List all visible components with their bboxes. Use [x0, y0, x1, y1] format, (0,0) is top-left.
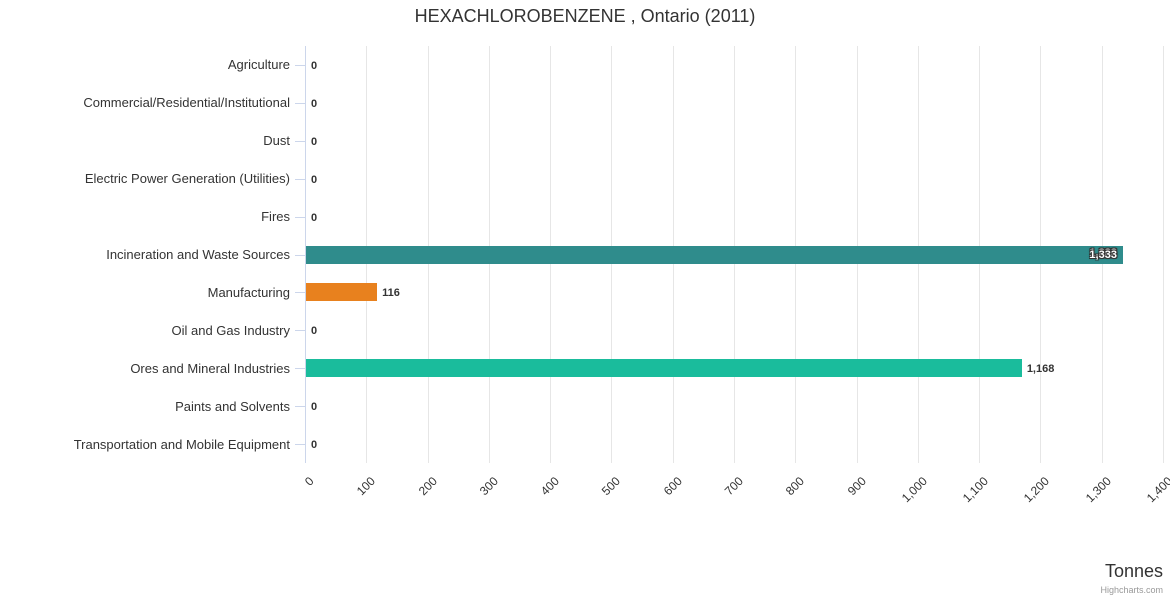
x-axis-tick-label: 600	[660, 474, 685, 499]
x-axis-tick-label: 0	[302, 474, 317, 489]
x-axis-tick-label: 700	[721, 474, 746, 499]
bar-data-label: 0	[311, 97, 318, 110]
x-axis-tick-label: 800	[783, 474, 808, 499]
y-axis-tick	[295, 330, 305, 331]
x-axis-tick-label: 100	[354, 474, 379, 499]
x-axis-tick-label: 400	[537, 474, 563, 499]
category-label: Transportation and Mobile Equipment	[73, 436, 290, 452]
y-axis-tick	[295, 65, 305, 66]
bar-data-label: 116	[382, 287, 400, 300]
gridline	[1163, 46, 1164, 463]
x-axis-tick-label: 1,200	[1021, 474, 1053, 506]
category-label: Fires	[261, 209, 290, 225]
y-axis-tick	[295, 217, 305, 218]
y-axis-tick	[295, 444, 305, 445]
category-label: Commercial/Residential/Institutional	[83, 95, 290, 111]
category-label: Agriculture	[227, 57, 290, 73]
bar[interactable]	[306, 359, 1022, 377]
bar-data-label: 1,333	[1089, 248, 1117, 261]
x-axis-tick-label: 1,400	[1143, 474, 1170, 506]
highcharts-credit-link[interactable]: Highcharts.com	[1100, 585, 1163, 595]
y-axis-tick	[295, 406, 305, 407]
category-label: Manufacturing	[207, 284, 290, 300]
category-label: Incineration and Waste Sources	[106, 246, 290, 262]
y-axis-tick	[295, 368, 305, 369]
category-label: Dust	[263, 133, 290, 149]
bar-data-label: 0	[311, 135, 318, 148]
chart-title: HEXACHLOROBENZENE , Ontario (2011)	[414, 6, 756, 26]
bar-data-label: 0	[311, 439, 318, 452]
bar-data-label: 0	[311, 173, 318, 186]
y-axis-line	[305, 46, 306, 463]
x-axis-tick-label: 200	[415, 474, 440, 499]
bar-data-label-ghost: 1,333	[1089, 246, 1117, 259]
category-label: Oil and Gas Industry	[171, 322, 291, 338]
category-label: Electric Power Generation (Utilities)	[84, 171, 290, 187]
x-axis-tick-label: 1,100	[959, 474, 992, 506]
category-label: Paints and Solvents	[175, 398, 290, 414]
y-axis-tick	[295, 179, 305, 180]
x-axis-tick-label: 900	[844, 474, 869, 499]
y-axis-tick	[295, 141, 305, 142]
y-axis-tick	[295, 103, 305, 104]
bar-data-label: 0	[311, 401, 318, 414]
x-axis-tick-label: 300	[476, 474, 501, 499]
y-axis-tick	[295, 292, 305, 293]
y-axis-tick	[295, 255, 305, 256]
x-axis-title: Tonnes	[1104, 561, 1163, 581]
x-axis-tick-label: 1,300	[1082, 474, 1114, 506]
bar-data-label: 0	[311, 211, 318, 224]
bar[interactable]	[306, 283, 377, 301]
bar[interactable]	[306, 246, 1123, 264]
bar-data-label: 0	[311, 59, 318, 72]
category-label: Ores and Mineral Industries	[130, 360, 290, 376]
x-axis-tick-label: 1,000	[898, 474, 930, 506]
bar-data-label: 1,168	[1026, 363, 1055, 376]
x-axis-tick-label: 500	[599, 474, 624, 499]
bar-data-label: 0	[311, 325, 318, 338]
